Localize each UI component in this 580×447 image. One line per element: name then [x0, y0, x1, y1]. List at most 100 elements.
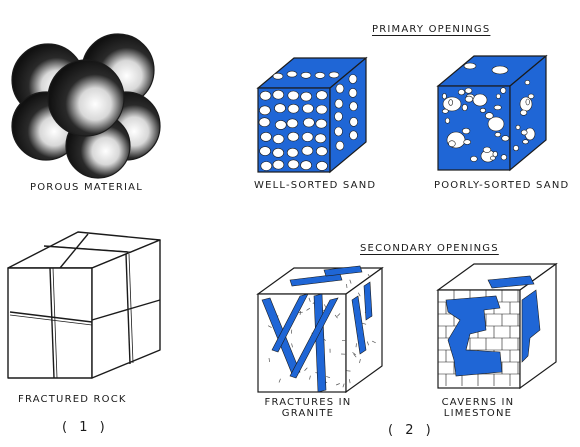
sand-grain — [513, 145, 519, 152]
sand-grain — [287, 103, 300, 114]
crystal-mark — [323, 304, 327, 309]
sand-grain — [487, 116, 505, 132]
crystal-mark — [362, 322, 367, 325]
sand-grain — [448, 140, 456, 147]
sand-grain — [464, 95, 474, 103]
crystal-mark — [304, 367, 308, 371]
sand-grain — [348, 88, 358, 98]
sand-grain — [272, 89, 285, 100]
sand-grain — [272, 72, 284, 80]
sand-grain — [524, 80, 531, 86]
fractures-label-line2: GRANITE — [281, 408, 335, 419]
sand-grain — [328, 71, 340, 79]
crystal-mark — [367, 274, 371, 278]
well-sorted-sand-label: WELL-SORTED SAND — [254, 180, 377, 191]
sand-grain — [260, 132, 272, 142]
secondary-openings-header: SECONDARY OPENINGS — [360, 243, 499, 254]
fractures-label-line1: FRACTURES IN — [264, 397, 352, 408]
crystal-mark — [334, 314, 338, 319]
sand-grain — [482, 146, 492, 153]
sand-grain — [314, 133, 327, 144]
sand-grain — [479, 108, 486, 113]
crystal-mark — [336, 313, 341, 317]
sand-grain — [492, 151, 498, 158]
sand-grain — [258, 117, 271, 127]
caverns-in-limestone-cube — [436, 262, 558, 390]
crystal-mark — [278, 378, 281, 383]
panel-number-1: ( 1 ) — [62, 420, 109, 435]
sand-grain — [286, 70, 298, 78]
fractured-rock-label: FRACTURED ROCK — [18, 394, 127, 405]
sand-grain — [463, 139, 472, 145]
sand-grain — [315, 90, 328, 100]
caverns-in-limestone-label: CAVERNS IN LIMESTONE — [430, 397, 526, 419]
sand-grain — [287, 90, 300, 101]
sand-grain — [441, 108, 449, 114]
sand-grain — [314, 72, 326, 79]
sand-grain — [515, 124, 521, 130]
caverns-label-line1: CAVERNS IN — [441, 397, 515, 408]
sand-grain — [259, 105, 271, 116]
sand-grain — [334, 111, 343, 122]
sand-grain — [444, 117, 450, 124]
poorly-sorted-sand-label: POORLY-SORTED SAND — [434, 180, 570, 191]
sand-grain — [527, 93, 535, 99]
sand-grain — [500, 87, 507, 94]
sand-grain — [472, 93, 488, 107]
sand-grain — [462, 127, 471, 135]
sand-grain — [274, 103, 286, 113]
crystal-mark — [299, 310, 302, 315]
sand-grain — [335, 140, 345, 151]
sand-grain — [286, 147, 299, 158]
crystal-mark — [346, 283, 348, 288]
sphere — [47, 59, 125, 137]
crystal-mark — [306, 307, 311, 311]
sand-grain — [448, 99, 454, 106]
sand-grain — [316, 161, 328, 171]
crystal-mark — [335, 383, 340, 386]
sand-grain — [315, 118, 328, 129]
panel-number-2: ( 2 ) — [388, 423, 435, 438]
sand-grain — [464, 87, 473, 94]
fractures-in-granite-cube — [256, 265, 384, 394]
sand-grain — [470, 155, 478, 162]
crystal-mark — [309, 375, 311, 380]
sand-grain — [287, 159, 300, 170]
sand-grain — [334, 98, 344, 109]
sand-grain — [272, 159, 285, 170]
sand-grain — [485, 112, 494, 120]
sand-grain — [500, 154, 508, 161]
crystal-mark — [308, 297, 311, 302]
sand-grain — [259, 146, 271, 156]
sand-grain — [259, 90, 272, 101]
crystal-mark — [355, 343, 357, 348]
sand-grain — [349, 117, 359, 127]
sand-grain — [349, 130, 358, 141]
fractured-rock-cube — [7, 231, 161, 379]
sand-grain — [461, 104, 468, 112]
sand-grain — [493, 104, 502, 111]
crystal-mark — [353, 353, 357, 358]
sand-grain — [300, 160, 312, 170]
crystal-mark — [268, 357, 270, 363]
sand-grain — [315, 104, 328, 115]
primary-openings-header: PRIMARY OPENINGS — [372, 24, 491, 35]
sand-grain — [457, 89, 465, 96]
sand-grain — [489, 155, 496, 161]
crystal-mark — [267, 325, 272, 328]
crystal-mark — [371, 340, 376, 344]
sand-grain — [501, 135, 510, 142]
sand-grain — [522, 139, 529, 145]
sand-grain — [287, 131, 300, 142]
sand-grain — [301, 145, 314, 156]
crystal-mark — [291, 343, 293, 348]
crystal-mark — [349, 279, 352, 284]
sand-grain — [303, 117, 315, 128]
sand-grain — [442, 93, 447, 100]
sand-grain — [272, 148, 285, 158]
porous-material-spheres — [11, 33, 161, 179]
poorly-sorted-sand-cube — [436, 54, 548, 172]
sand-grain — [520, 129, 528, 136]
porous-material-label: POROUS MATERIAL — [30, 182, 143, 193]
